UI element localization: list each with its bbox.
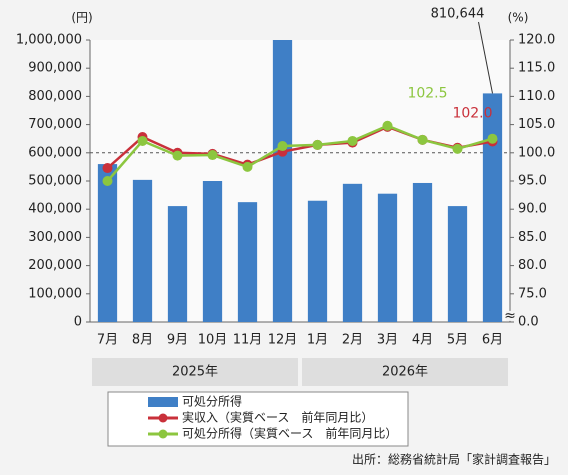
y-tick-label: 500,000 <box>28 174 82 189</box>
year-label: 2026年 <box>382 365 428 380</box>
bar <box>272 40 293 322</box>
y2-tick-label: 85.0 <box>518 230 547 245</box>
point <box>137 135 148 146</box>
x-tick-label: 6月 <box>482 333 503 348</box>
y2-tick-label: 105.0 <box>518 117 555 132</box>
bar <box>447 206 468 322</box>
bar <box>482 93 503 322</box>
point <box>102 176 113 186</box>
x-tick-label: 5月 <box>447 333 468 348</box>
point <box>487 133 498 144</box>
x-tick-label: 3月 <box>377 333 398 348</box>
legend-marker <box>158 413 168 423</box>
point <box>242 161 253 172</box>
point <box>452 143 463 154</box>
plot-area <box>90 40 510 322</box>
axis-break-gap <box>506 310 514 321</box>
y-tick-label: 200,000 <box>28 258 82 273</box>
bar <box>202 181 223 322</box>
y2-tick-label: 120.0 <box>518 33 555 48</box>
bar <box>237 202 258 322</box>
x-tick-label: 1月 <box>307 333 328 348</box>
x-tick-label: 4月 <box>412 333 433 348</box>
x-tick-label: 11月 <box>233 333 263 348</box>
bar <box>342 183 363 322</box>
y-tick-label: 400,000 <box>28 202 82 217</box>
bar <box>412 182 433 322</box>
bar <box>132 179 153 322</box>
year-box <box>92 358 298 386</box>
y-tick-label: 1,000,000 <box>16 33 82 48</box>
point <box>277 141 288 152</box>
point <box>102 163 113 174</box>
point <box>172 150 183 161</box>
source: 出所：総務省統計局「家計調査報告」 <box>352 452 556 467</box>
y-tick-label: 900,000 <box>28 61 82 76</box>
y2-tick-label: 80.0 <box>518 258 547 273</box>
legend-marker <box>158 429 168 439</box>
bar <box>97 164 118 322</box>
point-value-label: 102.0 <box>452 106 492 122</box>
point <box>207 150 218 161</box>
x-tick-label: 2月 <box>342 333 363 348</box>
legend-label: 可処分所得（実質ベース 前年同月比） <box>182 426 397 441</box>
bar <box>377 193 398 322</box>
y-tick-label: 700,000 <box>28 117 82 132</box>
point <box>347 135 358 146</box>
y-tick-label: 800,000 <box>28 89 82 104</box>
y2-tick-label: 115.0 <box>518 61 555 76</box>
y2-tick-label: 100.0 <box>518 145 555 160</box>
legend-label: 実収入（実質ベース 前年同月比） <box>182 410 373 425</box>
x-tick-label: 10月 <box>198 333 228 348</box>
point <box>417 134 428 145</box>
y2-tick-label: 110.0 <box>518 89 555 104</box>
y-tick-label: 300,000 <box>28 230 82 245</box>
label-leader <box>478 21 493 94</box>
year-box <box>302 358 508 386</box>
y-tick-label: 600,000 <box>28 145 82 160</box>
x-tick-label: 8月 <box>132 333 153 348</box>
y2-tick-label: 95.0 <box>518 174 547 189</box>
y2-unit: (%) <box>508 11 529 25</box>
y-unit: (円) <box>71 11 92 25</box>
axis-break: ≈ <box>504 308 516 324</box>
bar <box>167 206 188 322</box>
legend-swatch <box>148 397 178 407</box>
bar <box>307 200 328 322</box>
point <box>382 120 393 131</box>
year-label: 2025年 <box>172 365 218 380</box>
point <box>312 139 323 150</box>
y2-tick-label: 0.0 <box>518 315 539 330</box>
line <box>106 124 493 182</box>
x-tick-label: 12月 <box>268 333 298 348</box>
x-tick-label: 7月 <box>97 333 118 348</box>
bar-value-label: 810,644 <box>431 7 485 22</box>
y-tick-label: 100,000 <box>28 286 82 301</box>
y2-tick-label: 75.0 <box>518 286 547 301</box>
point-value-label: 102.5 <box>407 86 447 102</box>
y2-tick-label: 90.0 <box>518 202 547 217</box>
y-tick-label: 0 <box>74 315 82 330</box>
x-tick-label: 9月 <box>167 333 188 348</box>
legend-label: 可処分所得 <box>182 394 242 409</box>
